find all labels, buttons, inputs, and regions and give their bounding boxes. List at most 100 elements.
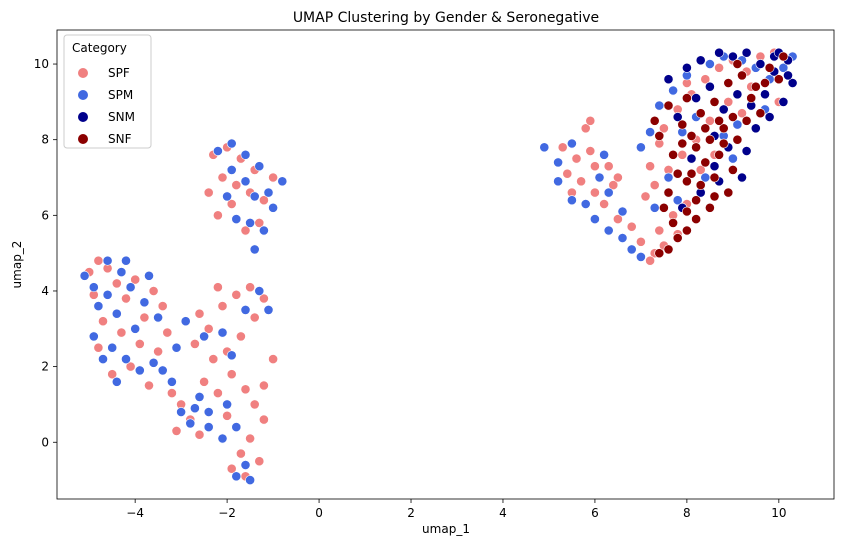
point-spm (603, 225, 614, 236)
point-snm (695, 55, 706, 66)
point-spm (102, 255, 113, 266)
point-snf (714, 149, 724, 160)
point-snf (709, 191, 720, 202)
point-spf (93, 342, 104, 353)
point-snf (750, 81, 761, 92)
y-tick-label: 10 (34, 57, 49, 71)
point-snf (732, 134, 743, 145)
point-spm (116, 267, 127, 277)
y-tick-label: 0 (41, 435, 49, 449)
point-snf (682, 206, 692, 217)
point-snf (691, 214, 701, 224)
point-snf (686, 130, 697, 141)
x-tick-label: 2 (407, 506, 415, 520)
point-snf (663, 100, 674, 111)
point-snm (682, 62, 692, 73)
point-spf (203, 323, 214, 334)
point-spm (254, 286, 265, 296)
point-spf (222, 410, 232, 421)
point-spf (557, 142, 568, 153)
point-snf (700, 157, 711, 168)
y-tick-label: 2 (41, 360, 49, 374)
point-snm (750, 123, 761, 134)
point-spm (567, 138, 577, 149)
point-spf (212, 388, 223, 398)
point-snf (728, 112, 738, 122)
point-spm (778, 62, 789, 73)
point-spf (700, 74, 711, 85)
point-spf (576, 176, 586, 187)
point-spf (162, 327, 173, 338)
x-tick-label: −2 (218, 506, 236, 520)
point-snf (668, 149, 678, 160)
point-spf (125, 361, 136, 372)
point-spf (116, 327, 127, 338)
point-spm (617, 206, 628, 217)
point-spf (268, 354, 278, 364)
point-spf (240, 225, 251, 236)
point-spm (203, 407, 214, 417)
point-spf (645, 161, 655, 172)
point-snf (718, 138, 729, 149)
point-spf (166, 388, 177, 398)
point-spf (98, 316, 108, 327)
point-spf (217, 301, 228, 311)
legend-label-snm: SNM (108, 110, 135, 124)
point-spf (235, 448, 246, 459)
point-spm (263, 187, 274, 198)
point-spm (240, 176, 251, 187)
point-spm (153, 312, 163, 323)
legend-title: Category (72, 41, 127, 55)
point-snm (728, 51, 738, 62)
point-spm (88, 282, 99, 293)
point-spm (705, 59, 715, 69)
legend-marker-snm (78, 112, 88, 122)
point-snf (663, 244, 674, 255)
point-snf (700, 123, 711, 134)
legend-marker-spf (78, 68, 88, 78)
legend-marker-spm (78, 90, 88, 100)
point-spm (111, 376, 122, 387)
point-spf (580, 123, 591, 134)
point-spf (649, 180, 660, 190)
point-spm (268, 202, 278, 213)
point-spm (231, 471, 242, 482)
point-spf (599, 199, 609, 209)
point-spm (240, 149, 251, 160)
point-spm (668, 85, 678, 96)
point-spm (231, 214, 242, 224)
point-spm (226, 164, 237, 175)
point-spf (585, 115, 596, 126)
x-tick-label: 6 (591, 506, 599, 520)
chart-title: UMAP Clustering by Gender & Seronegative (293, 10, 599, 26)
point-snm (691, 93, 701, 103)
point-spf (562, 168, 573, 179)
point-snf (723, 187, 734, 198)
point-snf (663, 187, 674, 198)
point-spf (144, 380, 154, 391)
point-snm (714, 47, 724, 58)
point-spm (245, 475, 255, 485)
point-spf (171, 425, 182, 436)
point-spf (208, 354, 219, 364)
point-spf (226, 369, 237, 380)
point-snf (773, 74, 784, 85)
legend: Category SPF SPM SNM SNF (63, 34, 152, 149)
point-snf (755, 108, 766, 119)
point-spm (567, 195, 577, 206)
point-snm (755, 59, 766, 69)
point-spf (695, 164, 706, 175)
point-snm (764, 112, 775, 122)
point-spm (277, 176, 288, 187)
y-tick-label: 6 (41, 208, 49, 222)
point-spm (258, 225, 269, 236)
point-spm (217, 433, 228, 444)
point-snm (778, 97, 789, 107)
point-spm (171, 342, 182, 353)
point-spf (217, 172, 228, 183)
point-spm (249, 191, 260, 202)
point-spm (98, 354, 108, 364)
point-spf (199, 376, 209, 387)
point-spm (626, 244, 637, 255)
